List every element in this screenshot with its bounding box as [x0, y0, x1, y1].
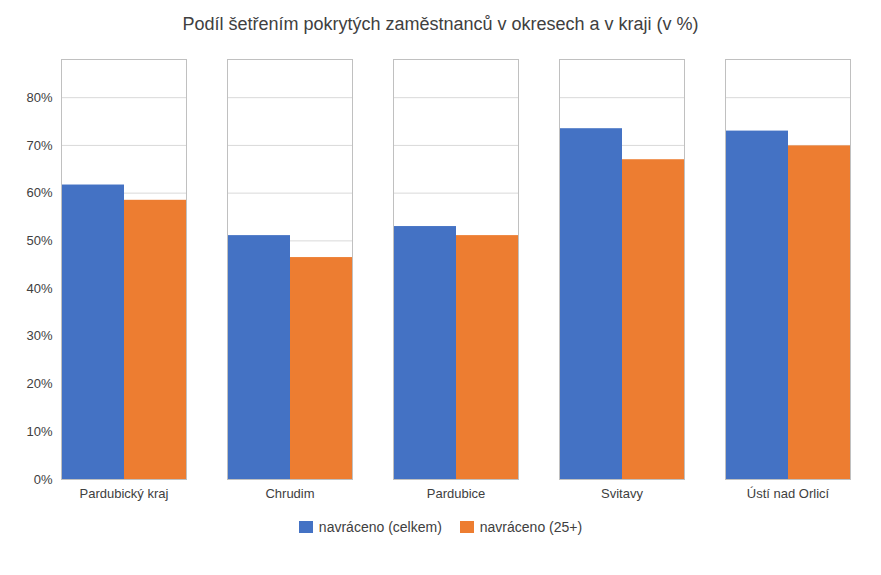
html-text:navráceno (25+): navráceno (25+) [479, 519, 583, 535]
svg-text:0%: 0% [34, 472, 53, 487]
html-text:Podíl šetřením pokrytých zaměs: Podíl šetřením pokrytých zaměstnanců v o… [182, 14, 699, 34]
svg-text:50%: 50% [26, 233, 52, 248]
svg-text:70%: 70% [26, 138, 52, 153]
svg-text:30%: 30% [26, 328, 52, 343]
svg-text:10%: 10% [26, 424, 52, 439]
svg-text:Chrudim: Chrudim [265, 486, 314, 501]
svg-text:Ústí nad Orlicí: Ústí nad Orlicí [747, 486, 830, 501]
svg-text:20%: 20% [26, 376, 52, 391]
svg-text:60%: 60% [26, 185, 52, 200]
svg-text:Pardubický kraj: Pardubický kraj [80, 486, 169, 501]
svg-text:80%: 80% [26, 90, 52, 105]
html-text:navráceno (celkem): navráceno (celkem) [318, 519, 442, 535]
svg-text:Pardubice: Pardubice [427, 486, 486, 501]
svg-text:Svitavy: Svitavy [601, 486, 643, 501]
svg-text:40%: 40% [26, 281, 52, 296]
